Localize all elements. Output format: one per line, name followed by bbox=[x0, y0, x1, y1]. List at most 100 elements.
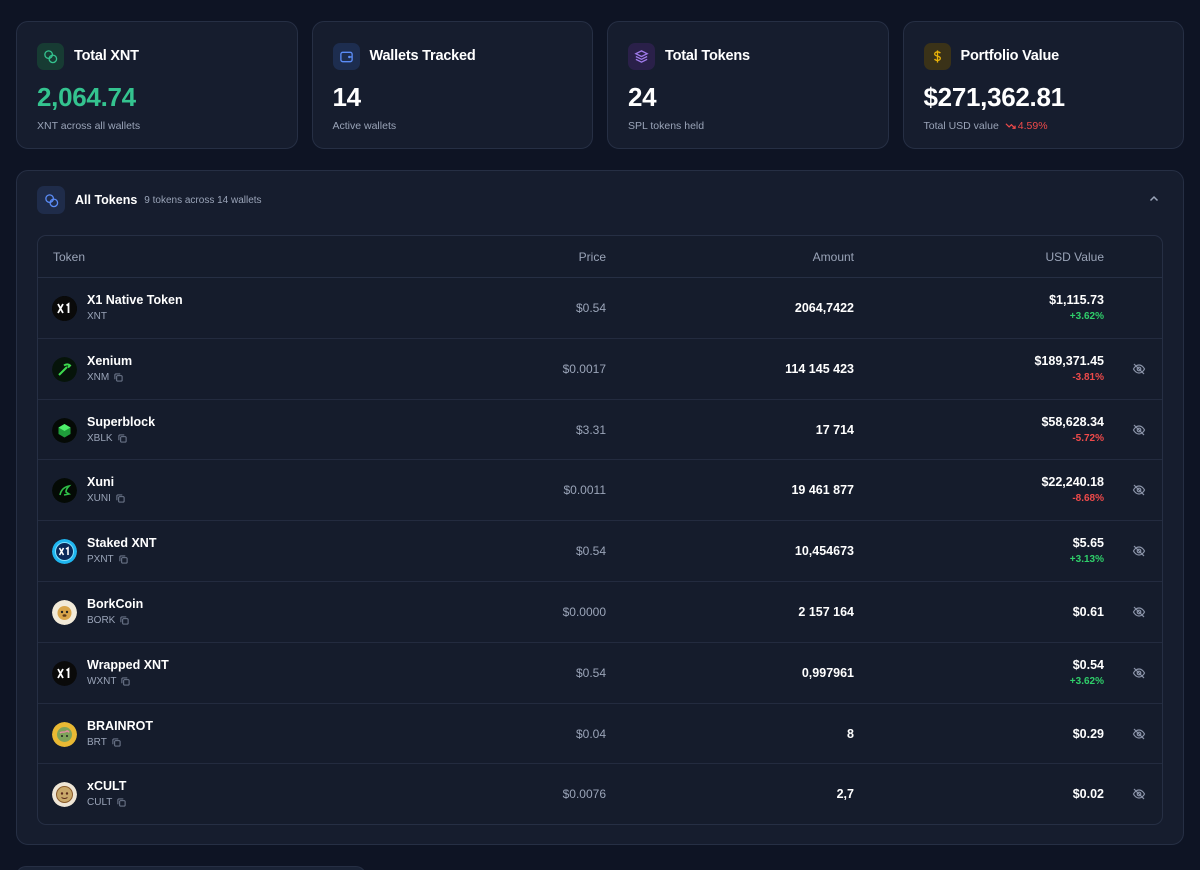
token-symbol-text: XNT bbox=[87, 311, 107, 322]
token-symbol-text: PXNT bbox=[87, 554, 114, 566]
copy-icon[interactable] bbox=[114, 373, 123, 382]
token-change: -8.68% bbox=[1072, 493, 1104, 505]
column-header-usd-value[interactable]: USD Value bbox=[1045, 249, 1104, 264]
stat-subtitle: XNT across all wallets bbox=[37, 120, 277, 132]
eye-off-icon[interactable] bbox=[1132, 544, 1146, 558]
token-usd-value: $58,628.34 bbox=[1041, 414, 1104, 429]
token-name: Wrapped XNT bbox=[87, 657, 169, 672]
table-row[interactable]: Staked XNT PXNT $0.54 10,454673 $5.65 +3… bbox=[38, 521, 1162, 582]
token-amount: 0,997961 bbox=[801, 665, 854, 680]
stat-value: $271,362.81 bbox=[923, 82, 1066, 112]
column-header-token[interactable]: Token bbox=[53, 249, 86, 264]
x1-logo bbox=[52, 296, 77, 321]
portfolio-change: 4.59% bbox=[1005, 120, 1048, 132]
token-amount: 2 157 164 bbox=[798, 604, 854, 619]
stat-subtitle: SPL tokens held bbox=[628, 120, 868, 132]
layers-icon bbox=[628, 42, 655, 70]
stat-subtitle: Active wallets bbox=[333, 120, 573, 132]
copy-icon[interactable] bbox=[116, 494, 125, 503]
table-row[interactable]: BorkCoin BORK $0.0000 2 157 164 $0.61 bbox=[38, 582, 1162, 643]
eye-off-icon[interactable] bbox=[1132, 605, 1146, 619]
token-amount: 2,7 bbox=[836, 787, 854, 802]
stat-card-wallets: Wallets Tracked 14 Active wallets bbox=[311, 21, 593, 149]
token-change: +3.13% bbox=[1069, 554, 1104, 566]
token-name: xCULT bbox=[87, 779, 127, 794]
eye-off-icon[interactable] bbox=[1132, 423, 1146, 437]
token-change: +3.62% bbox=[1069, 675, 1104, 687]
stat-card-total-xnt: Total XNT 2,064.74 XNT across all wallet… bbox=[16, 21, 298, 149]
coins-icon bbox=[37, 186, 65, 214]
copy-icon[interactable] bbox=[117, 798, 126, 807]
trending-down-icon bbox=[1005, 122, 1016, 129]
stat-value: 24 bbox=[628, 82, 657, 112]
column-header-price[interactable]: Price bbox=[578, 249, 606, 264]
table-row[interactable]: BRAINROT BRT $0.04 8 $0.29 bbox=[38, 704, 1162, 765]
tokens-table: Token Price Amount USD Value X1 Native T… bbox=[37, 235, 1163, 825]
token-symbol: XBLK bbox=[87, 433, 127, 444]
eye-off-icon[interactable] bbox=[1132, 362, 1146, 376]
token-change: -5.72% bbox=[1072, 432, 1104, 444]
token-amount: 8 bbox=[847, 726, 854, 741]
table-row[interactable]: xCULT CULT $0.0076 2,7 $0.02 bbox=[38, 764, 1162, 824]
stat-sub-text: XNT across all wallets bbox=[37, 120, 141, 132]
token-name: BorkCoin bbox=[87, 596, 144, 611]
stat-title: Total Tokens bbox=[665, 48, 750, 64]
token-price: $0.0011 bbox=[563, 483, 607, 498]
coins-icon bbox=[37, 42, 64, 70]
all-tokens-panel: All Tokens 9 tokens across 14 wallets To… bbox=[16, 170, 1184, 845]
xenium-logo bbox=[52, 356, 77, 382]
token-symbol: PXNT bbox=[87, 554, 128, 565]
stat-title: Portfolio Value bbox=[960, 48, 1060, 64]
token-usd-value: $0.54 bbox=[1072, 657, 1104, 672]
token-price: $0.0076 bbox=[562, 787, 606, 802]
stat-title: Total XNT bbox=[74, 48, 139, 64]
token-name: Superblock bbox=[87, 414, 156, 429]
token-symbol-text: BORK bbox=[87, 614, 116, 626]
token-name: Xuni bbox=[87, 475, 115, 490]
bork-logo bbox=[52, 599, 77, 625]
copy-icon[interactable] bbox=[119, 555, 128, 564]
token-symbol: BORK bbox=[87, 615, 129, 626]
stat-value: 14 bbox=[332, 82, 362, 112]
copy-icon[interactable] bbox=[118, 434, 127, 443]
copy-icon[interactable] bbox=[120, 616, 129, 625]
eye-off-icon[interactable] bbox=[1132, 483, 1146, 497]
xuni-logo bbox=[52, 478, 77, 504]
portfolio-change-value: 4.59% bbox=[1017, 120, 1048, 132]
token-usd-value: $1,115.73 bbox=[1049, 293, 1104, 307]
table-row[interactable]: Wrapped XNT WXNT $0.54 0,997961 $0.54 +3… bbox=[38, 643, 1162, 704]
column-header-amount[interactable]: Amount bbox=[812, 249, 854, 264]
table-row[interactable]: Xenium XNM $0.0017 114 145 423 $189,371.… bbox=[38, 339, 1162, 400]
copy-icon[interactable] bbox=[121, 677, 131, 686]
eye-off-icon[interactable] bbox=[1132, 727, 1146, 741]
token-symbol-text: CULT bbox=[87, 797, 113, 809]
token-usd-value: $0.29 bbox=[1072, 726, 1104, 741]
token-name: BRAINROT bbox=[87, 718, 153, 733]
token-symbol-text: XNM bbox=[87, 371, 110, 383]
eye-off-icon[interactable] bbox=[1132, 666, 1146, 680]
token-usd-value: $22,240.18 bbox=[1041, 475, 1104, 490]
token-symbol: XNM bbox=[87, 372, 123, 383]
token-name: Xenium bbox=[87, 353, 133, 368]
table-row[interactable]: X1 Native Token XNT $0.54 2064,7422 $1,1… bbox=[38, 278, 1162, 339]
staked-x1-logo bbox=[52, 539, 77, 565]
panel-header[interactable]: All Tokens 9 tokens across 14 wallets bbox=[17, 171, 1183, 229]
copy-icon[interactable] bbox=[112, 738, 121, 747]
token-usd-value: $0.61 bbox=[1072, 604, 1104, 619]
token-price: $0.0000 bbox=[562, 604, 606, 619]
eye-off-icon[interactable] bbox=[1132, 787, 1146, 801]
cult-logo bbox=[52, 782, 77, 808]
stat-value: 2,064.74 bbox=[37, 82, 136, 112]
token-symbol-text: WXNT bbox=[87, 675, 117, 687]
token-usd-value: $189,371.45 bbox=[1034, 353, 1104, 368]
chevron-up-icon[interactable] bbox=[1147, 192, 1161, 206]
wallet-icon bbox=[332, 42, 360, 70]
token-usd-value: $0.02 bbox=[1072, 787, 1104, 802]
stat-sub-text: Total USD value bbox=[923, 120, 999, 132]
token-amount: 114 145 423 bbox=[785, 361, 854, 376]
token-amount: 2064,7422 bbox=[794, 301, 854, 315]
token-change: +3.62% bbox=[1069, 311, 1104, 322]
table-row[interactable]: Superblock XBLK $3.31 17 714 $58,628.34 … bbox=[38, 400, 1162, 461]
token-price: $0.0017 bbox=[562, 361, 606, 376]
table-row[interactable]: Xuni XUNI $0.0011 19 461 877 $22,240.18 … bbox=[38, 460, 1162, 522]
